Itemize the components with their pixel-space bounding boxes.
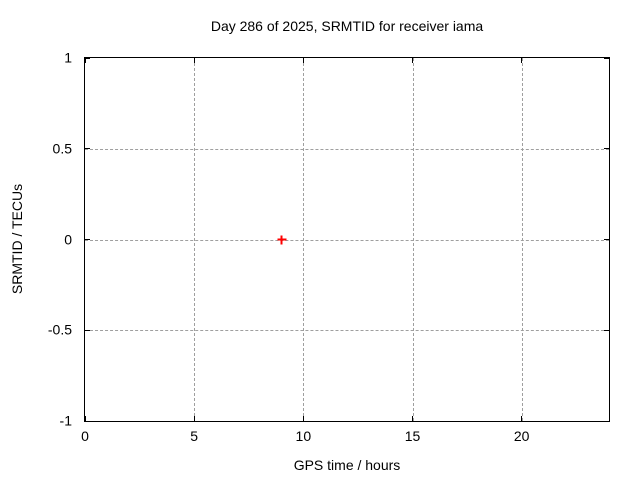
y-gridline (85, 148, 609, 150)
x-tick-mark-top (412, 58, 413, 63)
data-point-marker (277, 235, 286, 244)
x-tick-mark-bottom (521, 416, 523, 421)
chart-title: Day 286 of 2025, SRMTID for receiver iam… (210, 18, 484, 34)
x-tick-mark-bottom (302, 416, 304, 421)
x-axis-label: GPS time / hours (293, 457, 401, 473)
x-tick-mark-bottom (412, 416, 413, 421)
y-tick-label: -1 (59, 412, 72, 429)
y-tick-mark-right (604, 329, 609, 331)
x-tick-mark-bottom (193, 416, 195, 421)
x-tick-mark-top (302, 58, 304, 63)
y-tick-mark-right (604, 420, 609, 422)
y-tick-mark-left (85, 420, 90, 422)
y-tick-mark-left (85, 329, 90, 331)
x-tick-mark-bottom (84, 416, 86, 421)
y-tick-mark-left (85, 239, 90, 240)
y-gridline (85, 330, 609, 332)
y-tick-label: -0.5 (47, 321, 72, 338)
y-gridline (85, 239, 609, 241)
x-tick-mark-top (193, 58, 195, 63)
y-tick-label: 0.5 (52, 140, 72, 157)
y-tick-mark-right (604, 57, 609, 59)
y-tick-mark-right (604, 148, 609, 150)
y-tick-mark-right (604, 239, 609, 240)
marker-plus-vbar (280, 235, 283, 244)
x-tick-mark-top (521, 58, 523, 63)
y-tick-mark-left (85, 148, 90, 150)
x-tick-label: 15 (404, 428, 421, 444)
x-tick-label: 20 (513, 428, 530, 444)
x-tick-label: 5 (190, 428, 199, 444)
y-tick-label: 0 (64, 231, 72, 247)
x-tick-mark-top (84, 58, 86, 63)
plot-area (84, 57, 610, 422)
y-tick-mark-left (85, 57, 90, 59)
x-tick-label: 0 (81, 428, 89, 444)
x-tick-label: 10 (295, 428, 312, 444)
y-tick-label: 1 (64, 49, 72, 66)
